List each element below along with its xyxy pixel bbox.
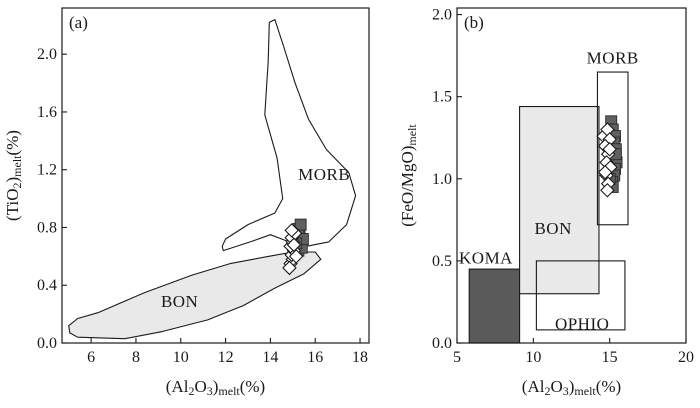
x-tick-label: 14 [262, 349, 278, 366]
x-tick-label: 10 [525, 349, 541, 366]
series-diamonds [282, 223, 304, 276]
x-tick-label: 12 [218, 349, 234, 366]
x-tick-label: 18 [352, 349, 368, 366]
region-ophio-label: OPHIO [555, 314, 609, 333]
x-tick-label: 10 [173, 349, 189, 366]
data-point-diamond [286, 237, 302, 253]
y-tick-label: 0.0 [37, 335, 57, 352]
region-bon-label: BON [161, 292, 198, 311]
region-koma-field [468, 268, 521, 344]
data-point-diamond [600, 183, 615, 198]
plot-frame [456, 7, 687, 344]
series-diamonds [596, 122, 618, 198]
region-morb-label: MORB [587, 48, 639, 67]
data-point-diamond [284, 223, 299, 238]
data-point-diamond [597, 164, 613, 180]
ticks: 6 8 10 12 14 16 18 0.0 0.4 0.8 1.2 1.6 2.0 [37, 46, 368, 366]
x-axis-title: (Al2O3)melt(%) [166, 377, 265, 398]
y-tick-label: 2.0 [37, 46, 57, 63]
y-tick-label: 1.6 [37, 104, 57, 121]
data-point-diamond [282, 260, 297, 276]
y-tick-label: 0.4 [37, 277, 57, 294]
data-point-diamond [602, 141, 617, 157]
region-ophio-field [535, 260, 626, 331]
panel-tag: (b) [464, 13, 484, 32]
x-axis-title: (Al2O3)melt(%) [522, 377, 621, 398]
panel-tag: (a) [69, 13, 88, 32]
x-tick-label: 8 [132, 349, 140, 366]
ticks: 5 10 15 20 0.0 0.5 1.0 1.5 2.0 [432, 7, 694, 366]
y-tick-label: 0.0 [432, 335, 452, 352]
region-koma-label: KOMA [459, 249, 513, 268]
x-tick-label: 6 [87, 349, 95, 366]
y-tick-label: 1.2 [37, 162, 57, 179]
region-bon-field [68, 251, 322, 340]
y-tick-label: 1.5 [432, 89, 452, 106]
region-bon-field [519, 105, 600, 295]
y-axis-title: (FeO/MgO)melt [398, 124, 419, 227]
panel-a: 6 8 10 12 14 16 18 0.0 0.4 0.8 1.2 1.6 2.0 (Al2O3)mel… [3, 7, 370, 398]
x-tick-label: 20 [678, 349, 694, 366]
y-axis-title: (TiO2)melt(%) [3, 130, 24, 221]
y-tick-label: 0.8 [37, 219, 57, 236]
panel-b: 5 10 15 20 0.0 0.5 1.0 1.5 2.0 (Al2O3)melt(%) (FeO… [398, 7, 694, 399]
region-bon-label: BON [534, 219, 571, 238]
regions [468, 71, 629, 344]
y-tick-label: 2.0 [432, 7, 452, 24]
data-point-square [294, 218, 307, 231]
y-tick-label: 1.0 [432, 171, 452, 188]
x-tick-label: 16 [307, 349, 323, 366]
plot-frame [61, 7, 370, 344]
region-morb-label: MORB [298, 165, 350, 184]
x-tick-label: 15 [602, 349, 618, 366]
region-morb-field [596, 71, 629, 226]
region-morb-field [221, 19, 357, 252]
data-point-diamond [288, 249, 304, 264]
y-tick-label: 0.5 [432, 253, 452, 270]
x-tick-label: 5 [453, 349, 461, 366]
